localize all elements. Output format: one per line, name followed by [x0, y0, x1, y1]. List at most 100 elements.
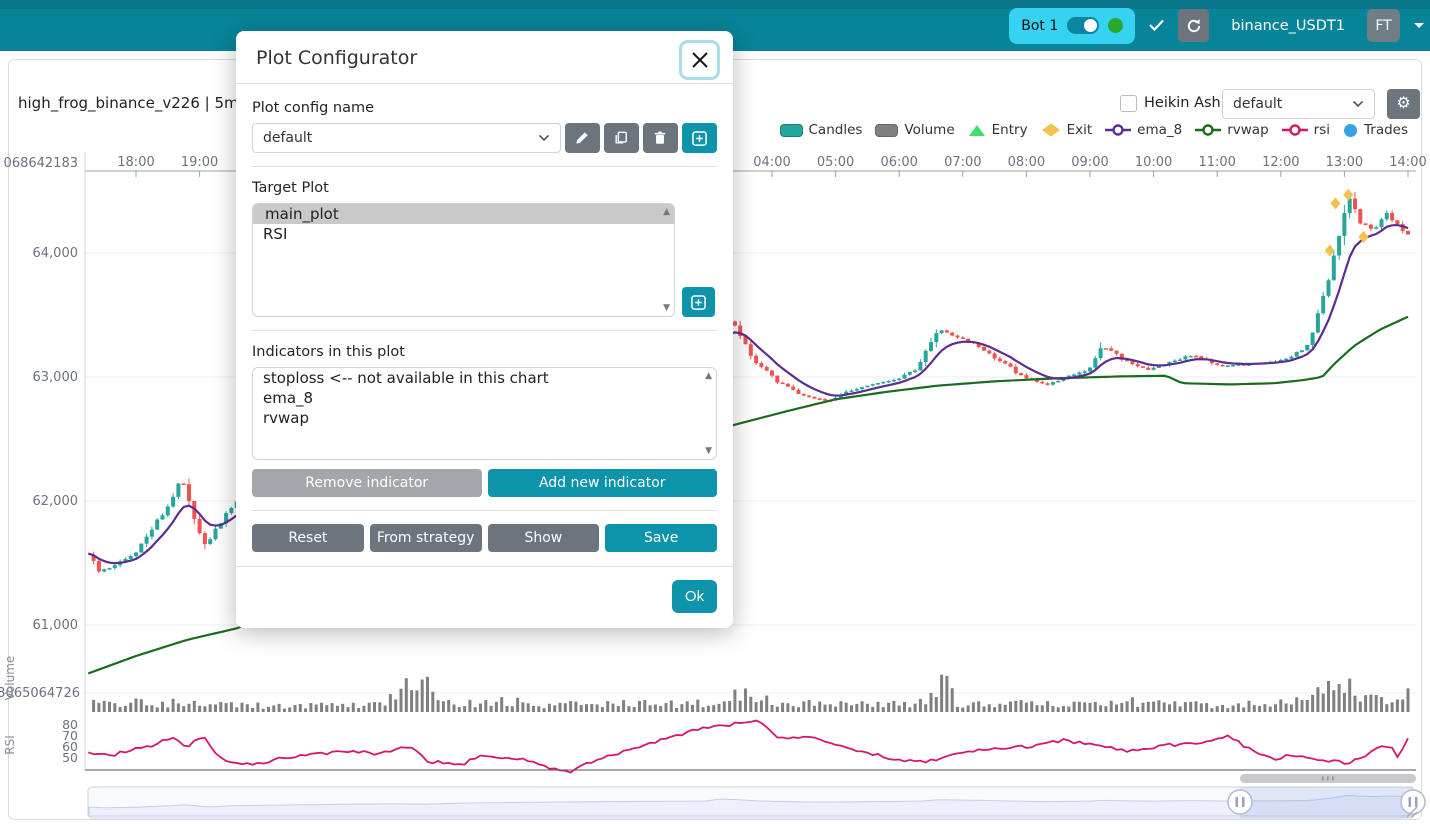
bot-enable-toggle[interactable] — [1067, 17, 1100, 34]
legend-item-entry[interactable]: Entry — [968, 122, 1028, 138]
bot-name-label: Bot 1 — [1021, 17, 1059, 34]
heikin-ashi-label: Heikin Ashi — [1144, 95, 1225, 111]
chart-pair-strategy-title: high_frog_binance_v226 | 5m — [18, 94, 239, 112]
trades-circle-icon — [1344, 123, 1357, 137]
indicator-option-rvwap[interactable]: rvwap — [263, 409, 310, 427]
rvwap-line-icon — [1195, 124, 1222, 136]
svg-text:3065064726: 3065064726 — [0, 686, 80, 701]
bot-selector-pill[interactable]: Bot 1 — [1009, 7, 1136, 44]
exit-marker — [1343, 188, 1354, 201]
add-subplot-button[interactable] — [682, 287, 715, 317]
svg-text:Volume: Volume — [3, 656, 17, 701]
show-button[interactable]: Show — [487, 524, 600, 552]
save-button[interactable]: Save — [605, 524, 717, 552]
navigator-handle[interactable] — [1400, 789, 1426, 815]
modal-footer: Ok — [236, 566, 733, 626]
svg-text:11:00: 11:00 — [1198, 155, 1235, 170]
scroll-up-icon[interactable]: ▲ — [663, 207, 670, 217]
svg-text:60: 60 — [62, 739, 78, 754]
svg-text:64,000: 64,000 — [33, 246, 79, 261]
gear-icon: ⚙ — [1396, 95, 1411, 112]
top-navbar: Bot 1 binance_USDT1 FT — [0, 0, 1430, 51]
indicator-option-stoploss[interactable]: stoploss <-- not available in this chart — [263, 369, 549, 387]
volume-swatch-icon — [875, 123, 899, 137]
add-new-indicator-button[interactable]: Add new indicator — [487, 469, 717, 497]
legend-item-exit[interactable]: Exit — [1041, 122, 1092, 138]
plus-box-icon — [692, 130, 707, 146]
svg-text:08:00: 08:00 — [1008, 155, 1045, 170]
exit-diamond-icon — [1041, 123, 1060, 137]
close-icon — [691, 52, 708, 68]
close-button[interactable] — [679, 40, 720, 80]
svg-text:068642183: 068642183 — [4, 156, 78, 171]
remove-indicator-button[interactable]: Remove indicator — [252, 469, 482, 497]
trash-icon — [655, 131, 666, 144]
plot-config-select-header-value: default — [1233, 96, 1283, 112]
user-menu-caret-icon[interactable] — [1414, 23, 1424, 28]
indicators-listbox[interactable]: stoploss <-- not available in this chart… — [252, 367, 717, 460]
rename-config-button[interactable] — [564, 123, 600, 153]
legend-item-rvwap[interactable]: rvwap — [1195, 122, 1269, 138]
svg-text:RSI: RSI — [3, 735, 17, 755]
svg-text:06:00: 06:00 — [880, 155, 917, 170]
svg-text:61,000: 61,000 — [33, 618, 79, 633]
check-icon — [1149, 17, 1165, 35]
legend-item-candles[interactable]: Candles — [779, 122, 862, 138]
pencil-icon — [576, 132, 588, 144]
scroll-down-icon[interactable]: ▼ — [705, 446, 712, 456]
candles-swatch-icon — [779, 123, 803, 137]
exit-marker — [1330, 197, 1341, 210]
plot-config-name-label: Plot config name — [252, 100, 375, 116]
legend-item-ema8[interactable]: ema_8 — [1105, 122, 1182, 138]
target-plot-option-main-plot[interactable]: main_plot — [253, 204, 674, 224]
modal-header: Plot Configurator — [236, 31, 733, 84]
svg-text:80: 80 — [62, 717, 78, 732]
heikin-ashi-checkbox[interactable] — [1120, 95, 1137, 112]
navigator-selection[interactable] — [1240, 787, 1413, 818]
copy-icon — [615, 131, 628, 144]
avatar[interactable]: FT — [1367, 9, 1400, 42]
exit-marker — [1324, 244, 1335, 257]
bot-online-status-dot — [1108, 18, 1124, 33]
svg-text:12:00: 12:00 — [1262, 155, 1299, 170]
plot-config-select-header[interactable]: default — [1222, 89, 1375, 119]
indicators-in-plot-label: Indicators in this plot — [252, 344, 405, 360]
legend-item-volume[interactable]: Volume — [875, 122, 955, 138]
reset-button[interactable]: Reset — [252, 524, 364, 552]
modal-title: Plot Configurator — [256, 47, 418, 69]
chart-legend: Candles Volume Entry Exit ema_8 rvwap rs… — [779, 122, 1408, 138]
plot-settings-gear-button[interactable]: ⚙ — [1387, 89, 1420, 119]
exit-marker — [1358, 230, 1369, 243]
indicator-option-ema8[interactable]: ema_8 — [263, 389, 314, 407]
exchange-account-label: binance_USDT1 — [1231, 17, 1345, 34]
svg-text:04:00: 04:00 — [753, 155, 790, 170]
svg-text:05:00: 05:00 — [817, 155, 854, 170]
duplicate-config-button[interactable] — [603, 123, 639, 153]
svg-text:10:00: 10:00 — [1135, 155, 1172, 170]
target-plot-option-rsi[interactable]: RSI — [263, 225, 288, 243]
refresh-button[interactable] — [1178, 9, 1210, 42]
rsi-line — [87, 719, 1409, 774]
rsi-line-icon — [1281, 124, 1308, 136]
svg-text:14:00: 14:00 — [1389, 155, 1426, 170]
delete-config-button[interactable] — [642, 123, 678, 153]
svg-text:07:00: 07:00 — [944, 155, 981, 170]
chevron-down-icon — [1352, 100, 1364, 108]
legend-item-rsi[interactable]: rsi — [1281, 122, 1330, 138]
plot-config-name-select[interactable]: default — [252, 123, 561, 153]
ema8-line-icon — [1105, 124, 1132, 136]
ok-button[interactable]: Ok — [672, 580, 717, 613]
navigator-handle[interactable] — [1227, 789, 1253, 815]
chevron-down-icon — [538, 134, 549, 142]
add-config-button[interactable] — [681, 123, 717, 153]
svg-text:18:00: 18:00 — [117, 155, 154, 170]
from-strategy-button[interactable]: From strategy — [369, 524, 482, 552]
legend-item-trades[interactable]: Trades — [1343, 122, 1408, 138]
refresh-icon — [1187, 18, 1200, 32]
scroll-down-icon[interactable]: ▼ — [663, 303, 670, 313]
entry-triangle-icon — [968, 124, 985, 136]
scroll-up-icon[interactable]: ▲ — [705, 371, 712, 381]
target-plot-listbox[interactable]: main_plot RSI ▲ ▼ — [252, 203, 675, 317]
